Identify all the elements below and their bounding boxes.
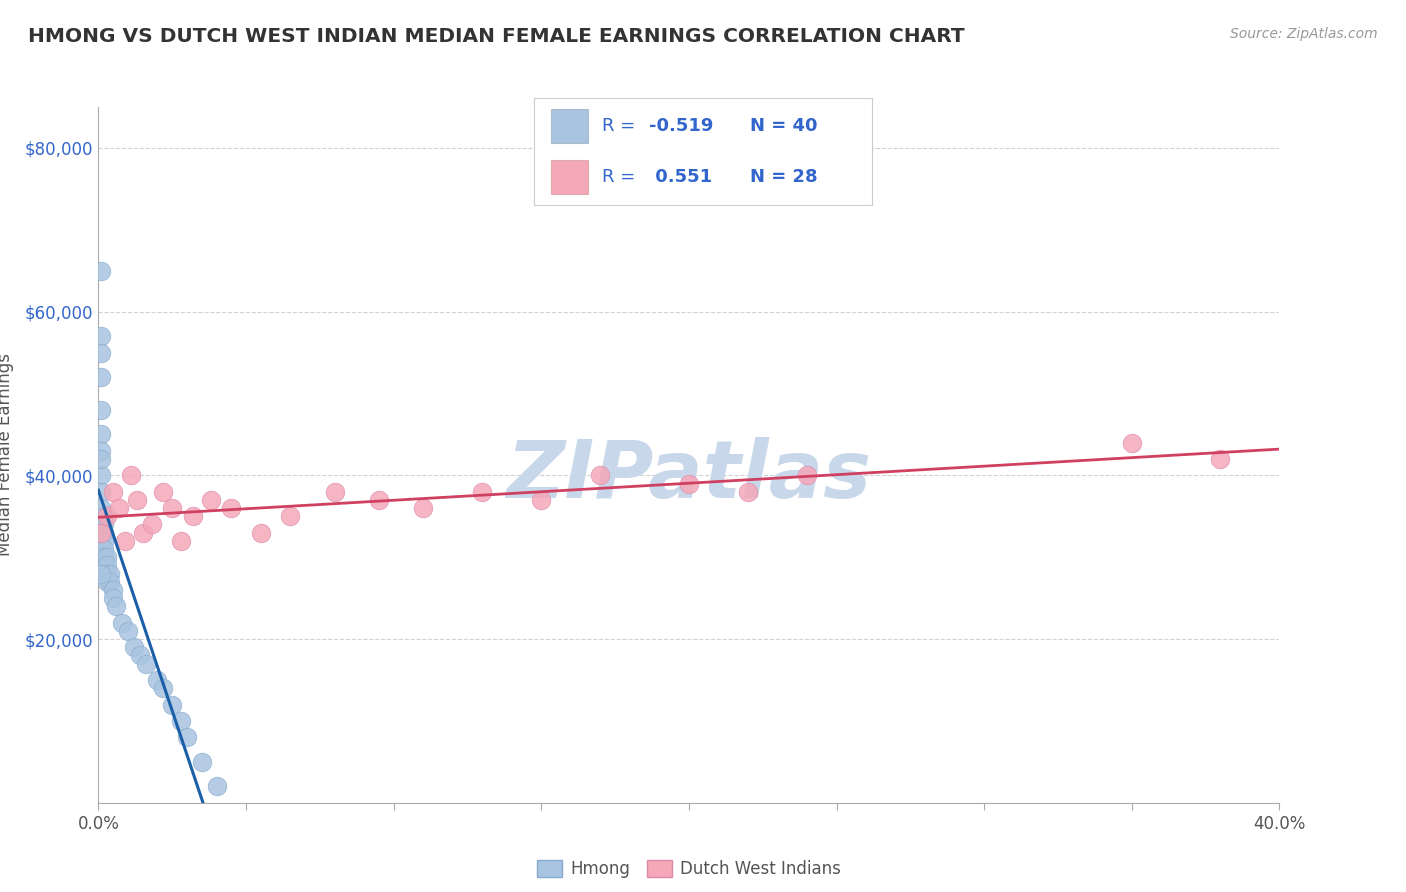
Point bbox=[135, 657, 157, 671]
Point bbox=[96, 550, 118, 565]
Point bbox=[105, 599, 128, 614]
Point bbox=[152, 484, 174, 499]
Point bbox=[90, 566, 112, 581]
Point bbox=[90, 403, 112, 417]
Point bbox=[530, 492, 553, 507]
Point bbox=[90, 484, 112, 499]
Point bbox=[181, 509, 204, 524]
Point bbox=[146, 673, 169, 687]
Text: 0.551: 0.551 bbox=[650, 169, 711, 186]
Point bbox=[96, 509, 118, 524]
Y-axis label: Median Female Earnings: Median Female Earnings bbox=[0, 353, 14, 557]
Point bbox=[90, 468, 112, 483]
Point bbox=[128, 648, 150, 663]
Point bbox=[323, 484, 346, 499]
Point bbox=[122, 640, 145, 655]
Point bbox=[412, 501, 434, 516]
Point bbox=[152, 681, 174, 696]
Point bbox=[678, 476, 700, 491]
Point bbox=[90, 264, 112, 278]
Point bbox=[90, 443, 112, 458]
Text: ZIPatlas: ZIPatlas bbox=[506, 437, 872, 515]
Point bbox=[98, 566, 121, 581]
Point bbox=[93, 533, 115, 548]
Legend: Hmong, Dutch West Indians: Hmong, Dutch West Indians bbox=[530, 854, 848, 885]
Point bbox=[200, 492, 222, 507]
Point bbox=[98, 574, 121, 589]
Point bbox=[471, 484, 494, 499]
Point bbox=[93, 550, 115, 565]
Point bbox=[93, 517, 115, 532]
Point bbox=[90, 345, 112, 359]
Point bbox=[114, 533, 136, 548]
Point bbox=[278, 509, 302, 524]
Point bbox=[737, 484, 759, 499]
Point bbox=[90, 427, 112, 442]
Point bbox=[219, 501, 242, 516]
Point bbox=[162, 698, 183, 712]
Point bbox=[108, 501, 131, 516]
Point bbox=[589, 468, 612, 483]
Point bbox=[132, 525, 155, 540]
Point bbox=[96, 558, 118, 573]
Point bbox=[103, 591, 125, 606]
Text: R =: R = bbox=[602, 169, 641, 186]
Bar bbox=[551, 161, 588, 194]
Point bbox=[176, 731, 198, 745]
Bar bbox=[551, 109, 588, 143]
Point bbox=[103, 484, 125, 499]
Text: N = 40: N = 40 bbox=[751, 117, 818, 135]
Point bbox=[1209, 452, 1232, 467]
Point bbox=[796, 468, 818, 483]
Point bbox=[120, 468, 142, 483]
Text: -0.519: -0.519 bbox=[650, 117, 713, 135]
Point bbox=[191, 755, 214, 769]
Text: HMONG VS DUTCH WEST INDIAN MEDIAN FEMALE EARNINGS CORRELATION CHART: HMONG VS DUTCH WEST INDIAN MEDIAN FEMALE… bbox=[28, 27, 965, 45]
Point bbox=[250, 525, 273, 540]
Text: Source: ZipAtlas.com: Source: ZipAtlas.com bbox=[1230, 27, 1378, 41]
Point bbox=[90, 370, 112, 384]
Point bbox=[90, 525, 112, 540]
Point bbox=[103, 582, 125, 597]
Point bbox=[111, 615, 134, 630]
Text: N = 28: N = 28 bbox=[751, 169, 818, 186]
Point bbox=[141, 517, 163, 532]
Point bbox=[368, 492, 391, 507]
Point bbox=[93, 558, 115, 573]
Point bbox=[93, 509, 115, 524]
Point bbox=[170, 714, 193, 728]
Point bbox=[125, 492, 148, 507]
Point bbox=[96, 566, 118, 581]
Text: R =: R = bbox=[602, 117, 641, 135]
Point bbox=[1121, 435, 1143, 450]
Point bbox=[93, 542, 115, 557]
Point bbox=[162, 501, 183, 516]
Point bbox=[96, 574, 118, 589]
Point bbox=[90, 329, 112, 343]
Point bbox=[93, 525, 115, 540]
Point bbox=[205, 780, 228, 794]
Point bbox=[117, 624, 139, 638]
Point bbox=[170, 533, 193, 548]
Point bbox=[90, 452, 112, 467]
Point bbox=[90, 501, 112, 516]
